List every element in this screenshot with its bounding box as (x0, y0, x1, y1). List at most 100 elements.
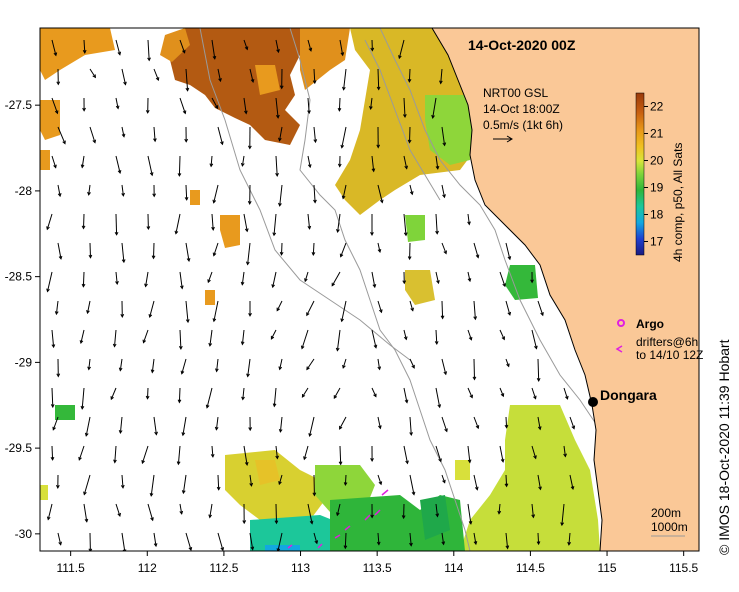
current-vector-head (473, 541, 478, 546)
current-vector (403, 329, 407, 340)
current-vector (47, 271, 53, 292)
current-vector-head (57, 193, 62, 198)
current-vector-head (46, 516, 51, 521)
current-vector-head (378, 309, 383, 314)
colorbar-label: 4h comp, p50, All Sats (671, 143, 685, 262)
current-vector-head (438, 458, 442, 463)
x-tick-label: 112.5 (209, 561, 238, 575)
current-vector-head (271, 284, 275, 289)
current-vector (179, 329, 182, 349)
current-vector-head (182, 110, 187, 115)
current-vector (279, 358, 283, 370)
current-vector-head (92, 74, 96, 79)
current-vector-head (475, 425, 480, 430)
current-vector-head (278, 137, 282, 142)
current-vector-head (84, 518, 89, 523)
current-vector (313, 532, 318, 544)
current-vector (181, 358, 187, 374)
current-vector-head (276, 307, 280, 312)
current-vector-head (209, 163, 214, 168)
current-vector-head (181, 432, 186, 437)
current-vector-head (145, 110, 150, 114)
current-vector (467, 329, 472, 340)
current-vector-head (304, 278, 308, 283)
current-vector-head (121, 259, 126, 264)
x-tick-label: 114.5 (516, 561, 545, 575)
current-vector (377, 358, 381, 370)
current-vector (339, 416, 347, 430)
current-vector (81, 155, 85, 168)
current-vector-head (114, 231, 119, 236)
current-vector (499, 271, 506, 287)
place-label: Dongara (600, 387, 657, 403)
current-vector (279, 184, 283, 206)
current-vector-head (308, 433, 312, 438)
current-vector (441, 126, 446, 146)
current-vector (342, 184, 347, 199)
current-vector-head (80, 405, 85, 410)
current-vector (343, 68, 347, 90)
current-vector (153, 532, 157, 547)
current-vector-head (146, 226, 151, 231)
current-vector (339, 445, 342, 465)
current-vector (307, 213, 311, 229)
current-vector (110, 387, 117, 400)
current-vector-head (88, 254, 93, 259)
colorbar-tick-label: 17 (650, 235, 664, 249)
current-vector-head (249, 482, 254, 487)
current-vector-head (118, 367, 123, 372)
current-vector (249, 474, 252, 486)
current-vector (569, 474, 574, 490)
current-vector (121, 68, 126, 85)
x-tick-label: 112 (138, 561, 157, 575)
current-vector-head (372, 284, 377, 289)
current-vector-head (186, 258, 191, 263)
current-vector-head (404, 399, 409, 404)
current-vector-head (120, 313, 125, 318)
current-vector (57, 184, 61, 197)
plot-frame (39, 27, 700, 552)
current-vector-head (177, 399, 182, 404)
current-vector-head (149, 172, 154, 177)
current-vector-head (58, 541, 62, 546)
current-vector-head (276, 548, 281, 551)
current-vector (276, 300, 283, 311)
current-vector (377, 68, 380, 90)
current-vector (178, 387, 181, 403)
current-vector (78, 445, 85, 461)
current-vector-head (473, 316, 478, 321)
current-vector (440, 68, 443, 84)
current-vector-head (212, 199, 217, 204)
current-vector-head (54, 110, 59, 115)
current-vector-head (207, 279, 211, 284)
current-vector-head (435, 513, 440, 518)
current-vector (185, 184, 188, 200)
current-vector (177, 445, 181, 465)
current-vector-head (337, 163, 342, 168)
current-vector-head (210, 453, 215, 458)
current-vector (147, 155, 153, 176)
current-vector-head (115, 105, 120, 110)
current-vector-head (174, 230, 179, 235)
current-vector (211, 213, 214, 230)
current-vector (215, 416, 219, 430)
current-vector (303, 445, 309, 460)
current-vector (182, 416, 187, 436)
current-vector (55, 300, 59, 315)
current-vector-head (313, 199, 317, 204)
current-vector (537, 358, 540, 381)
drifters-label: drifters@6h (636, 335, 698, 349)
current-vector-head (55, 484, 60, 489)
current-vector (435, 445, 442, 462)
current-vector-head (431, 114, 435, 120)
current-vector (145, 271, 149, 287)
current-vector (341, 126, 347, 148)
current-vector (210, 155, 213, 167)
current-vector (247, 358, 251, 377)
current-vector (51, 329, 55, 348)
current-vector-head (540, 312, 544, 317)
current-vector (46, 213, 53, 230)
current-vector-head (278, 429, 283, 433)
current-vector-head (306, 366, 310, 371)
legend: Argo drifters@6h to 14/10 12Z (615, 317, 703, 362)
